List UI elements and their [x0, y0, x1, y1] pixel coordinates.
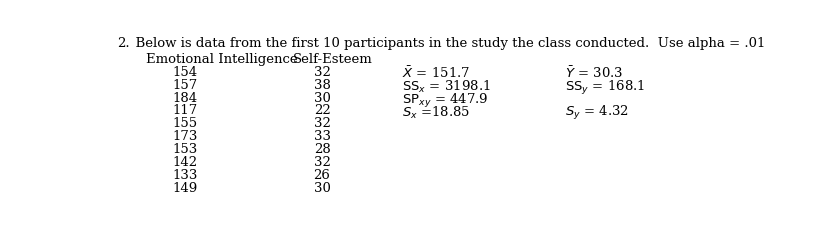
- Text: 33: 33: [313, 130, 330, 143]
- Text: 133: 133: [172, 169, 198, 182]
- Text: 157: 157: [172, 79, 198, 92]
- Text: Self-Esteem: Self-Esteem: [293, 53, 373, 66]
- Text: 154: 154: [172, 66, 197, 79]
- Text: 32: 32: [313, 66, 330, 79]
- Text: 184: 184: [172, 92, 197, 105]
- Text: 28: 28: [313, 143, 330, 156]
- Text: 32: 32: [313, 156, 330, 169]
- Text: Below is data from the first 10 participants in the study the class conducted.  : Below is data from the first 10 particip…: [127, 37, 764, 50]
- Text: 38: 38: [313, 79, 330, 92]
- Text: 142: 142: [172, 156, 197, 169]
- Text: 22: 22: [313, 104, 330, 117]
- Text: Emotional Intelligence: Emotional Intelligence: [146, 53, 298, 66]
- Text: $\mathrm{SS}_{x}$ = 3198.1: $\mathrm{SS}_{x}$ = 3198.1: [401, 79, 490, 95]
- Text: 117: 117: [172, 104, 198, 117]
- Text: $S_{x}$ =18.85: $S_{x}$ =18.85: [401, 104, 469, 120]
- Text: $\bar{X}$ = 151.7: $\bar{X}$ = 151.7: [401, 66, 470, 81]
- Text: $\mathrm{SS}_{y}$ = 168.1: $\mathrm{SS}_{y}$ = 168.1: [564, 79, 644, 97]
- Text: 26: 26: [313, 169, 330, 182]
- Text: $\bar{Y}$ = 30.3: $\bar{Y}$ = 30.3: [564, 66, 622, 81]
- Text: 32: 32: [313, 117, 330, 130]
- Text: $\mathrm{SP}_{xy}$ = 447.9: $\mathrm{SP}_{xy}$ = 447.9: [401, 92, 488, 110]
- Text: 153: 153: [172, 143, 198, 156]
- Text: $S_{y}$ = 4.32: $S_{y}$ = 4.32: [564, 104, 628, 122]
- Text: 30: 30: [313, 182, 330, 195]
- Text: 173: 173: [172, 130, 198, 143]
- Text: 30: 30: [313, 92, 330, 105]
- Text: 149: 149: [172, 182, 198, 195]
- Text: 2.: 2.: [117, 37, 130, 50]
- Text: 155: 155: [172, 117, 197, 130]
